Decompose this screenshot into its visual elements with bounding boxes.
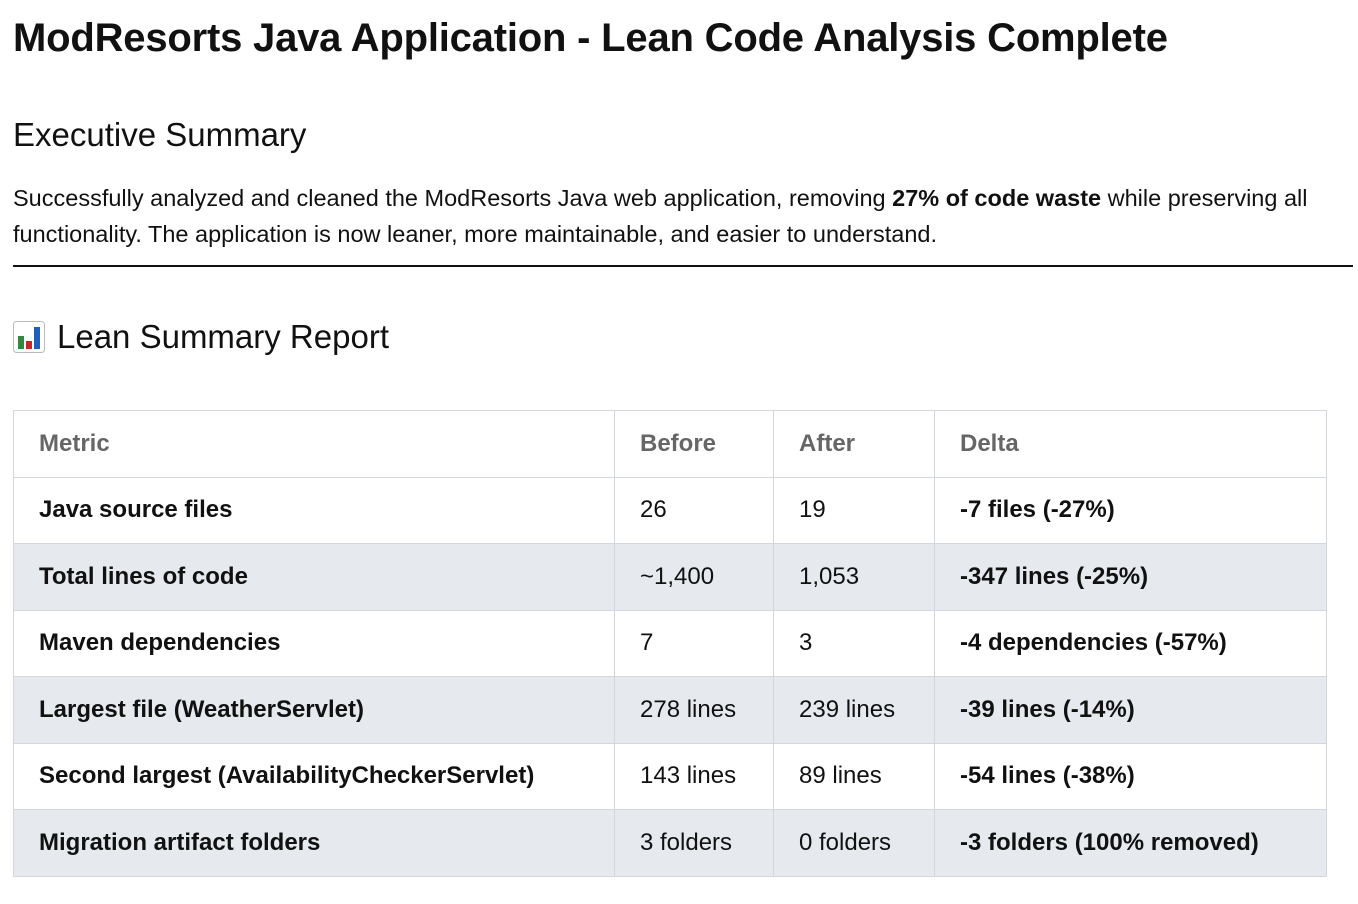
cell-delta: -4 dependencies (-57%): [934, 609, 1327, 677]
cell-after: 1,053: [773, 543, 935, 611]
cell-metric: Largest file (WeatherServlet): [13, 676, 615, 744]
table-row: Maven dependencies 7 3 -4 dependencies (…: [13, 609, 1327, 677]
lean-summary-heading-text: Lean Summary Report: [57, 318, 389, 355]
cell-before: 143 lines: [614, 742, 774, 810]
table-row: Second largest (AvailabilityCheckerServl…: [13, 742, 1327, 810]
cell-before: 3 folders: [614, 809, 774, 877]
cell-metric: Second largest (AvailabilityCheckerServl…: [13, 742, 615, 810]
lean-summary-heading: Lean Summary Report: [13, 317, 389, 357]
cell-before: 26: [614, 476, 774, 544]
cell-metric: Maven dependencies: [13, 609, 615, 677]
column-header-metric: Metric: [13, 410, 615, 478]
cell-delta: -7 files (-27%): [934, 476, 1327, 544]
cell-metric: Java source files: [13, 476, 615, 544]
icon-bar-green: [18, 336, 24, 349]
icon-bar-red: [26, 341, 32, 349]
cell-before: 278 lines: [614, 676, 774, 744]
summary-text-highlight: 27% of code waste: [892, 185, 1102, 211]
icon-bar-blue: [34, 327, 40, 349]
table-header-row: Metric Before After Delta: [13, 410, 1327, 478]
cell-after: 0 folders: [773, 809, 935, 877]
horizontal-rule: [13, 265, 1353, 267]
cell-before: 7: [614, 609, 774, 677]
summary-text-end: while preserving all functionality. The …: [13, 185, 1308, 247]
cell-before: ~1,400: [614, 543, 774, 611]
executive-summary-text: Successfully analyzed and cleaned the Mo…: [13, 180, 1353, 252]
column-header-before: Before: [614, 410, 774, 478]
cell-after: 89 lines: [773, 742, 935, 810]
table-row: Total lines of code ~1,400 1,053 -347 li…: [13, 543, 1327, 611]
table-row: Largest file (WeatherServlet) 278 lines …: [13, 676, 1327, 744]
bar-chart-icon: [13, 321, 45, 353]
column-header-after: After: [773, 410, 935, 478]
cell-metric: Migration artifact folders: [13, 809, 615, 877]
cell-after: 19: [773, 476, 935, 544]
column-header-delta: Delta: [934, 410, 1327, 478]
table-row: Migration artifact folders 3 folders 0 f…: [13, 809, 1327, 877]
cell-delta: -347 lines (-25%): [934, 543, 1327, 611]
cell-delta: -39 lines (-14%): [934, 676, 1327, 744]
cell-after: 239 lines: [773, 676, 935, 744]
cell-after: 3: [773, 609, 935, 677]
table-row: Java source files 26 19 -7 files (-27%): [13, 476, 1327, 544]
cell-delta: -3 folders (100% removed): [934, 809, 1327, 877]
page-title: ModResorts Java Application - Lean Code …: [13, 16, 1168, 60]
cell-delta: -54 lines (-38%): [934, 742, 1327, 810]
summary-text-start: Successfully analyzed and cleaned the Mo…: [13, 185, 893, 211]
lean-summary-table: Metric Before After Delta Java source fi…: [13, 410, 1327, 877]
cell-metric: Total lines of code: [13, 543, 615, 611]
executive-summary-heading: Executive Summary: [13, 116, 307, 153]
